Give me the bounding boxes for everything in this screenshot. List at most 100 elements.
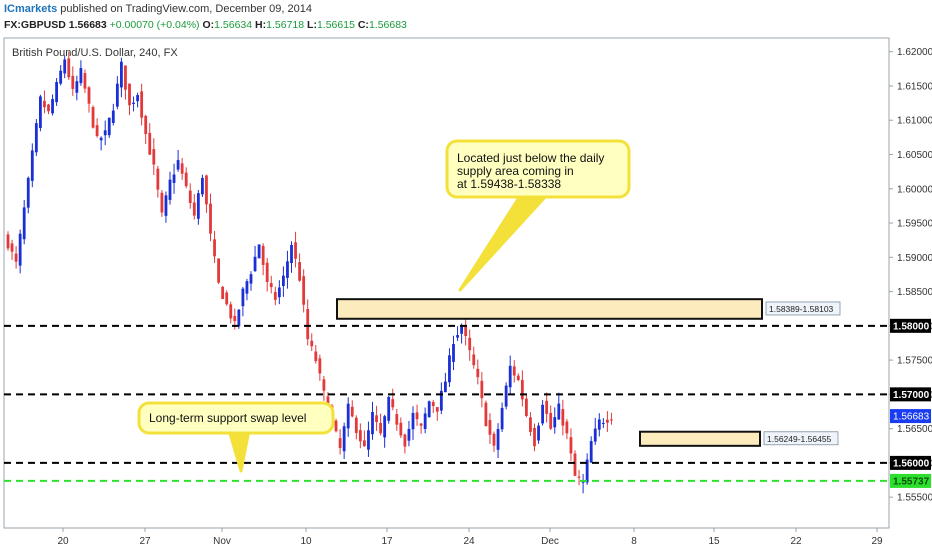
candle-down	[294, 242, 297, 259]
published-text: published on TradingView.com, December 0…	[60, 3, 312, 15]
candle-up	[286, 261, 289, 278]
candle-down	[152, 149, 156, 165]
callout-line-1: Located just below the daily	[457, 151, 604, 165]
candle-down	[516, 375, 520, 380]
candle-up	[51, 99, 54, 114]
close-value: 1.56683	[368, 19, 407, 31]
candle-down	[549, 412, 553, 429]
level-price-tag	[890, 387, 931, 402]
candle-up	[115, 83, 119, 107]
candle-down	[140, 91, 144, 118]
y-tick-label: 1.61500	[897, 81, 932, 92]
high-value: 1.56718	[266, 19, 305, 31]
price-tags: 1.58000 1.57000 1.56000 1.55737 1.56683	[890, 318, 931, 488]
candle-down	[468, 337, 472, 351]
candle-down	[310, 340, 314, 347]
y-tick-label: 1.62000	[897, 47, 932, 58]
candle-down	[269, 283, 273, 288]
candle-up	[342, 426, 346, 452]
publisher-name[interactable]: ICmarkets	[4, 3, 58, 15]
candle-down	[128, 83, 131, 106]
x-tick-label: 24	[463, 536, 475, 547]
candle-down	[415, 412, 419, 420]
candle-up	[132, 102, 135, 104]
callout-text: Located just below the daily supply area…	[457, 151, 608, 191]
candle-down	[464, 324, 468, 336]
candle-up	[585, 459, 589, 483]
price-change: +0.00070 (+0.04%)	[109, 19, 200, 31]
x-axis[interactable]: 20 27 Nov 10 17 24 Dec 8 15 22 29	[57, 528, 883, 547]
candle-up	[55, 82, 58, 103]
y-tick-label: 1.59000	[897, 253, 932, 264]
candle-up	[290, 244, 293, 264]
candle-down	[184, 172, 188, 187]
candle-up	[107, 117, 111, 136]
candle-up	[26, 177, 30, 208]
candle-up	[387, 396, 391, 421]
candle-down	[298, 262, 301, 281]
close-label: C:	[357, 19, 369, 31]
candle-down	[569, 437, 573, 454]
y-tick-label: 1.61000	[897, 116, 932, 127]
zone-label-box	[765, 301, 841, 316]
candle-up	[411, 413, 415, 430]
x-tick-label: 20	[57, 536, 69, 547]
level-price-label: 1.57000	[893, 390, 930, 401]
low-label: L:	[307, 19, 317, 31]
candle-down	[350, 406, 354, 417]
y-axis[interactable]: 1.555001.560001.565001.570001.575001.580…	[889, 47, 932, 504]
callout-daily-supply: Located just below the daily supply area…	[445, 139, 631, 292]
last-price-label: 1.56683	[893, 412, 930, 423]
candle-up	[168, 179, 172, 200]
candle-up	[196, 193, 200, 219]
candle-down	[565, 421, 569, 434]
candle-up	[423, 413, 427, 430]
candle-up	[553, 417, 557, 428]
candle-down	[221, 286, 225, 300]
candle-up	[537, 425, 540, 441]
candle-up	[496, 429, 500, 450]
candle-up	[18, 233, 22, 266]
candle-up	[601, 422, 605, 424]
candle-down	[403, 434, 407, 447]
open-value: 1.56634	[214, 19, 253, 31]
candle-down	[6, 234, 10, 249]
candle-down	[533, 427, 536, 447]
candle-down	[205, 175, 208, 205]
candles	[6, 51, 613, 494]
candle-up	[277, 287, 281, 298]
candle-down	[91, 107, 95, 128]
zone-rect[interactable]	[336, 298, 763, 320]
candle-down	[577, 476, 581, 478]
candle-up	[237, 309, 241, 327]
open-label: O:	[202, 19, 215, 31]
candle-up	[508, 365, 512, 388]
candle-down	[529, 417, 532, 432]
level-price-tag	[890, 455, 931, 470]
candle-down	[225, 292, 229, 305]
candle-up	[249, 274, 253, 284]
candle-up	[172, 174, 176, 183]
candle-up	[241, 288, 245, 307]
candle-up	[22, 207, 26, 240]
candle-up	[407, 428, 411, 441]
zone-rect[interactable]	[639, 430, 761, 447]
candle-down	[124, 65, 127, 90]
candle-up	[367, 430, 370, 450]
x-tick-label: Nov	[213, 536, 231, 547]
x-tick-label: 27	[139, 536, 151, 547]
candle-up	[500, 407, 504, 430]
candle-up	[63, 59, 67, 74]
candle-down	[484, 402, 488, 427]
candle-down	[435, 407, 439, 412]
publish-line: ICmarkets published on TradingView.com, …	[4, 3, 312, 15]
candle-up	[593, 428, 597, 442]
candle-up	[34, 123, 38, 153]
candle-down	[431, 402, 435, 407]
candle-down	[561, 409, 565, 426]
candle-down	[472, 354, 476, 366]
x-tick-label: 29	[871, 536, 883, 547]
candle-up	[136, 95, 139, 102]
candle-down	[606, 419, 609, 423]
